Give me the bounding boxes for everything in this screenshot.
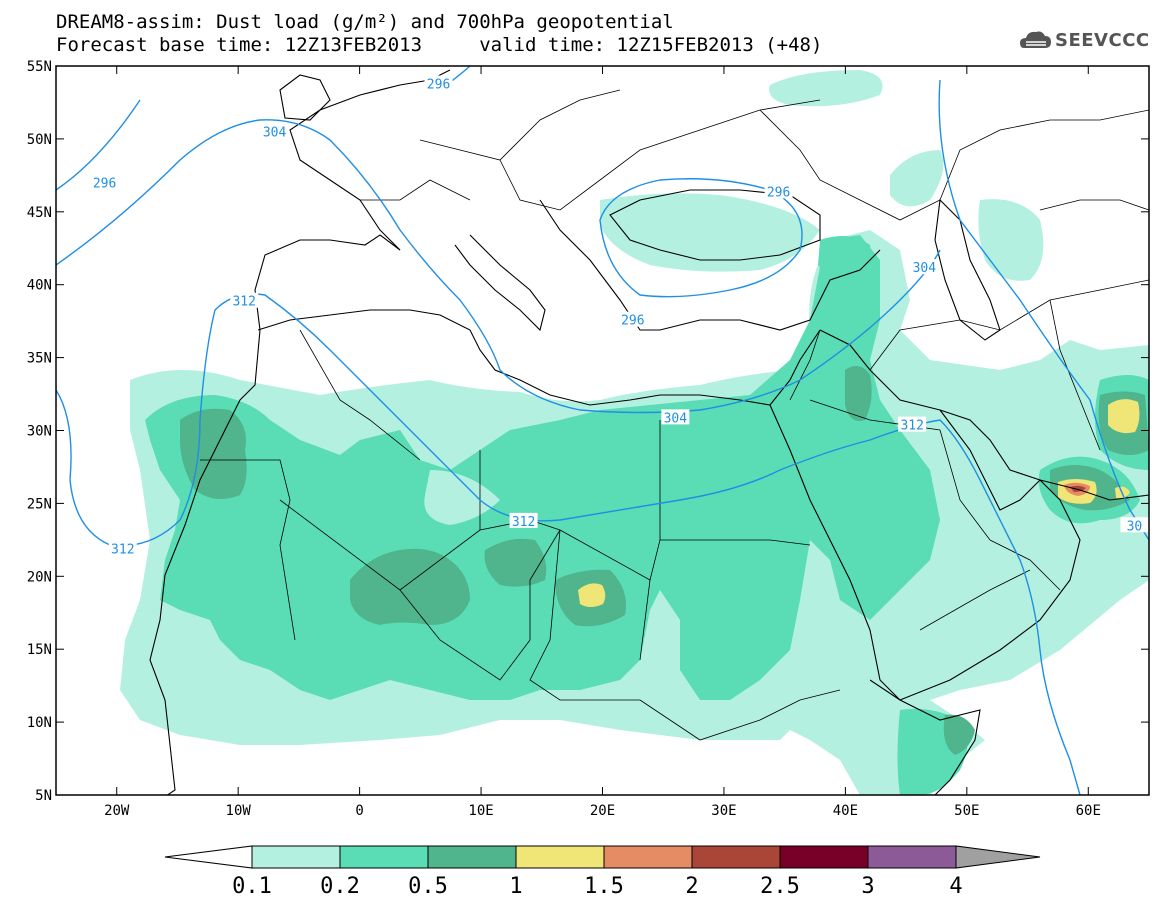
lat-tick-label: 35N (27, 351, 52, 367)
colorbar-label: 2 (685, 874, 698, 899)
contour-label-bg (661, 409, 690, 425)
contour-label: 296 (93, 177, 116, 192)
contour-label: 312 (232, 295, 255, 310)
map-plot-area: 296 304 296 296 296 304 312 304 312 312 312 30 (56, 66, 1149, 795)
lat-tick-label: 5N (35, 788, 52, 804)
colorbar-label: 0.5 (408, 874, 448, 899)
colorbar-label: 3 (861, 874, 874, 899)
lon-tick-label: 20E (590, 803, 615, 819)
lat-tick-label: 30N (27, 424, 52, 440)
colorbar-label: 0.1 (232, 874, 272, 899)
lon-tick-label: 10E (468, 803, 493, 819)
contour-label-bg (618, 311, 647, 327)
contour-label: 312 (900, 419, 923, 434)
colorbar-label: 4 (949, 874, 962, 899)
contour-label-bg (764, 183, 793, 199)
lat-tick-label: 20N (27, 569, 52, 585)
lon-tick-label: 20W (104, 803, 130, 819)
colorbar-label: 1 (509, 874, 522, 899)
map-title: DREAM8-assim: Dust load (g/m²) and 700hP… (56, 11, 674, 33)
contour-label: 312 (512, 515, 535, 530)
lat-tick-label: 55N (27, 59, 52, 75)
cloud-logo-icon (1020, 31, 1051, 48)
lat-tick-label: 10N (27, 715, 52, 731)
contour-label-bg (910, 259, 939, 275)
map-subtitle: Forecast base time: 12Z13FEB2013 valid t… (56, 34, 823, 56)
colorbar-swatch (603, 845, 693, 869)
lat-tick-label: 50N (27, 132, 52, 148)
colorbar-under-triangle (164, 845, 253, 869)
colorbar-label: 2.5 (760, 874, 800, 899)
colorbar-swatch (251, 845, 341, 869)
colorbar-label: 0.2 (320, 874, 360, 899)
contour-label: 304 (664, 411, 688, 426)
colorbar-swatch (339, 845, 429, 869)
lon-tick-label: 60E (1076, 803, 1101, 819)
lon-tick-label: 30E (711, 803, 736, 819)
contour-label: 296 (621, 314, 644, 329)
colorbar-swatch (427, 845, 517, 869)
country-borders (200, 89, 1149, 741)
contour-label: 30 (1127, 519, 1143, 534)
colorbar-swatch (515, 845, 605, 869)
contour-label: 304 (263, 126, 287, 141)
colorbar-over-triangle (955, 845, 1041, 869)
geopotential-contours (56, 66, 1149, 795)
lon-tick-label: 40E (833, 803, 858, 819)
axis-ticks: 55N 50N 45N 40N 35N 30N 25N 20N 15N 10N 5N 20W 10W 0 1… (27, 59, 1149, 819)
contour-labels: 296 304 296 296 296 304 312 304 312 312 312 30 (90, 75, 1149, 558)
lat-tick-label: 15N (27, 642, 52, 658)
lon-tick-label: 0 (355, 803, 363, 819)
contour-label: 296 (767, 185, 790, 200)
contour-label: 312 (111, 543, 134, 558)
contour-label: 296 (427, 77, 450, 92)
contour-label-bg (90, 174, 119, 190)
contour-label-bg (509, 512, 538, 528)
lat-tick-label: 40N (27, 278, 52, 294)
contour-label-bg (108, 540, 137, 556)
lat-tick-label: 45N (27, 205, 52, 221)
contour-label: 304 (913, 261, 937, 276)
lon-tick-label: 10W (226, 803, 252, 819)
colorbar-swatch (691, 845, 781, 869)
colorbar-swatch (867, 845, 957, 869)
lat-tick-label: 25N (27, 496, 52, 512)
colorbar: 0.1 0.2 0.5 1 1.5 2 2.5 3 4 (164, 845, 1041, 899)
contour-label-bg (424, 75, 453, 91)
lon-tick-label: 50E (954, 803, 979, 819)
coastlines (149, 69, 1149, 795)
colorbar-swatch (779, 845, 869, 869)
contour-label-bg (230, 292, 259, 308)
contour-label-bg (898, 416, 927, 432)
contour-label-bg (260, 123, 289, 139)
logo-text: SEEVCCC (1055, 30, 1150, 51)
colorbar-label: 1.5 (584, 874, 624, 899)
contour-label-bg (1120, 517, 1149, 533)
